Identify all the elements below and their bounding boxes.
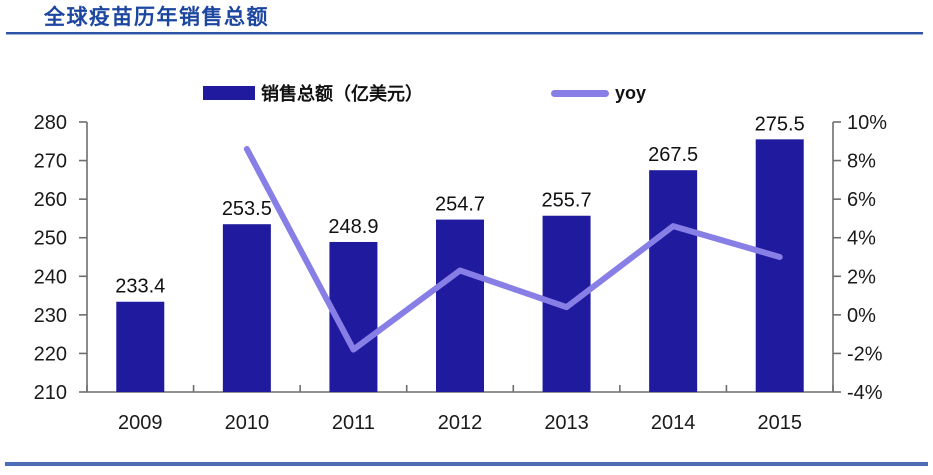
title-underline — [6, 32, 923, 35]
y-right-tick-label: -4% — [847, 382, 883, 404]
x-category-label: 2015 — [757, 412, 802, 434]
legend-item-sales: 销售总额（亿美元） — [203, 80, 423, 106]
bar-value-label: 253.5 — [222, 198, 272, 220]
x-category-label: 2010 — [225, 412, 270, 434]
bar-2015 — [755, 139, 804, 392]
y-left-tick-label: 220 — [34, 343, 67, 365]
y-right-tick-label: -2% — [847, 343, 883, 365]
chart-legend: 销售总额（亿美元） yoy — [203, 80, 646, 106]
bar-2010 — [222, 224, 271, 392]
bar-value-label: 275.5 — [755, 113, 805, 135]
x-category-label: 2009 — [118, 412, 163, 434]
footer-rule — [5, 462, 928, 466]
y-right-tick-label: 4% — [847, 228, 876, 250]
bar-value-label: 248.9 — [328, 216, 378, 238]
x-category-label: 2011 — [332, 412, 375, 434]
bar-value-label: 255.7 — [542, 190, 592, 212]
y-left-tick-label: 240 — [34, 266, 67, 288]
y-left-tick-label: 230 — [34, 305, 67, 327]
y-left-tick-label: 280 — [34, 112, 67, 134]
y-left-tick-label: 210 — [34, 382, 67, 404]
y-left-tick-label: 250 — [34, 228, 67, 250]
legend-item-yoy: yoy — [551, 83, 646, 104]
yoy-line — [243, 146, 783, 353]
bar-2009 — [116, 301, 165, 392]
bar-series-swatch — [203, 86, 255, 100]
bar-2014 — [649, 170, 698, 392]
y-right-tick-label: 8% — [847, 151, 876, 173]
line-series-swatch — [551, 89, 609, 97]
bar-value-label: 233.4 — [115, 276, 165, 298]
line-series-label: yoy — [615, 82, 647, 103]
y-right-tick-label: 2% — [847, 266, 876, 288]
y-right-tick-label: 6% — [847, 189, 876, 211]
bar-series-label: 销售总额（亿美元） — [261, 84, 423, 104]
x-category-label: 2012 — [438, 412, 483, 434]
bar-value-label: 254.7 — [435, 194, 485, 216]
x-category-label: 2013 — [544, 412, 589, 434]
bar-2012 — [436, 219, 484, 392]
chart-title: 全球疫苗历年销售总额 — [44, 5, 269, 29]
y-left-tick-label: 270 — [34, 151, 67, 173]
bar-value-label: 267.5 — [648, 144, 698, 166]
x-category-label: 2014 — [651, 412, 696, 434]
y-right-tick-label: 10% — [847, 112, 887, 134]
y-right-tick-label: 0% — [847, 305, 876, 327]
y-left-tick-label: 260 — [34, 189, 67, 211]
